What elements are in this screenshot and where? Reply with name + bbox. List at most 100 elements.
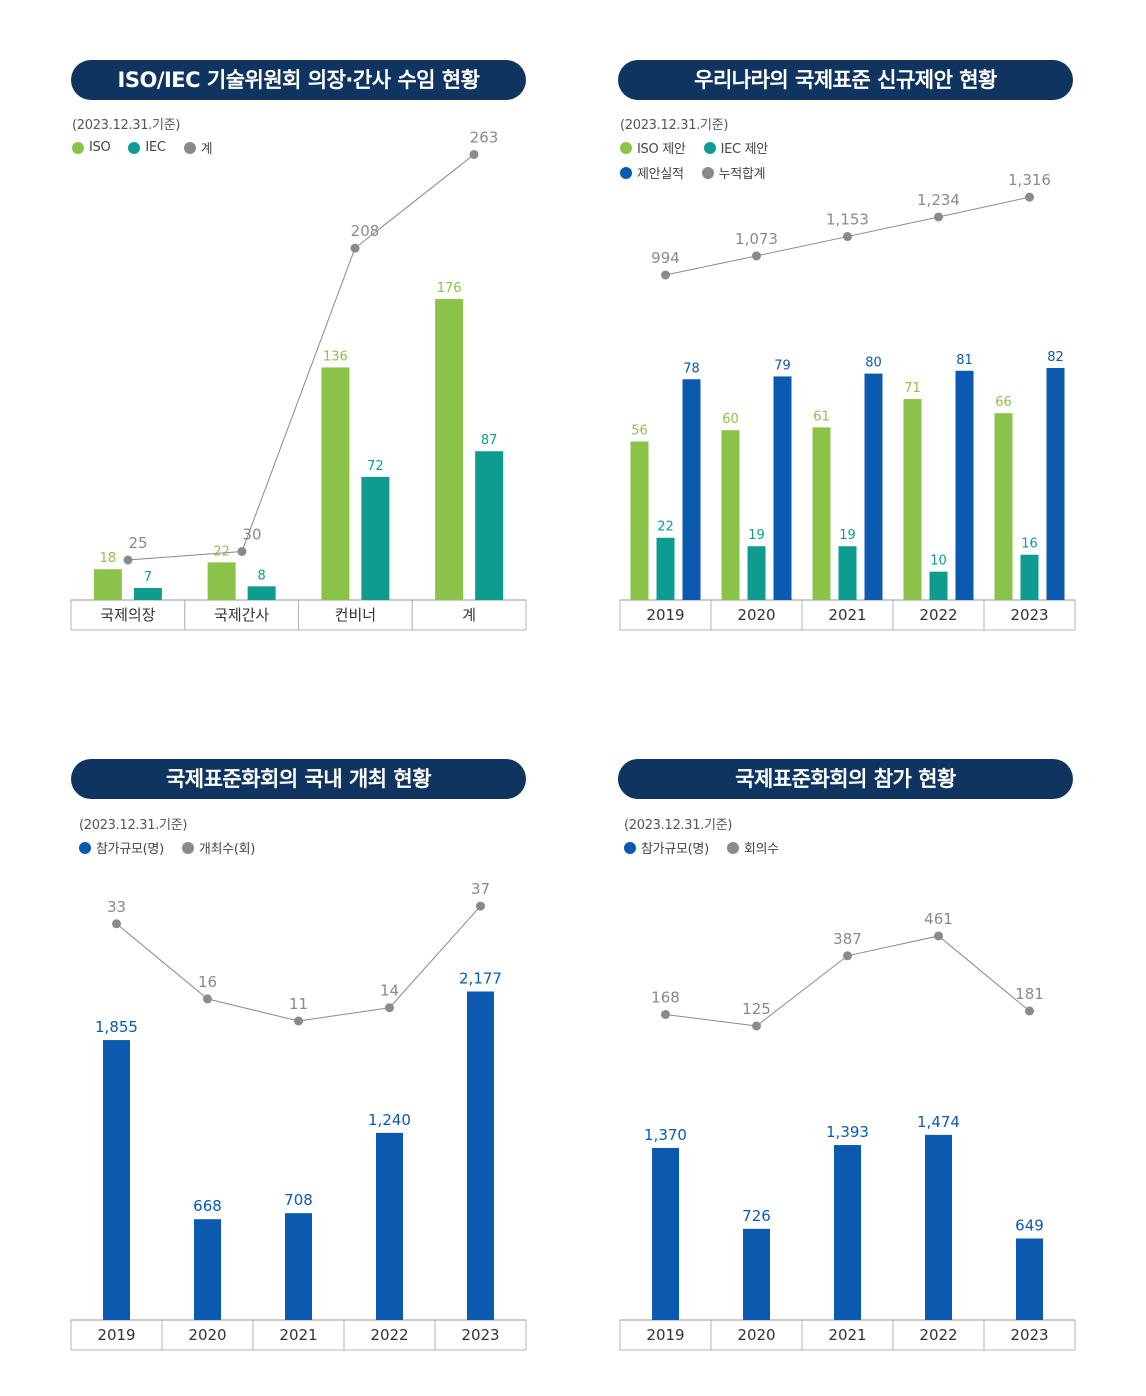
bar [955, 370, 974, 600]
line-value-label: 263 [470, 128, 499, 146]
category-cell [434, 1319, 527, 1351]
bar-value-label: 649 [1015, 1216, 1044, 1234]
category-label: 2022 [370, 1326, 408, 1344]
bar [994, 413, 1013, 600]
bar [652, 1147, 679, 1320]
line-point [350, 243, 360, 253]
category-label: 2020 [737, 1326, 775, 1344]
bar [361, 476, 390, 600]
line-point [934, 931, 943, 941]
chart-title: 우리나라의 국제표준 신규제안 현황 [618, 60, 1073, 100]
bar [376, 1132, 403, 1320]
line-value-label: 30 [242, 525, 261, 543]
legend-swatch [79, 841, 91, 854]
line-value-label: 181 [1015, 985, 1044, 1003]
line-value-label: 1,316 [1008, 171, 1051, 189]
bar [1046, 367, 1065, 600]
bar [93, 569, 122, 600]
category-label: 2023 [1010, 606, 1048, 624]
legend-swatch [624, 841, 636, 854]
bar-value-label: 708 [284, 1191, 313, 1209]
category-cell [983, 599, 1076, 631]
category-cell [710, 599, 803, 631]
bar [1016, 1238, 1043, 1320]
bar-value-label: 1,474 [917, 1113, 960, 1131]
bar [925, 1134, 952, 1320]
line-point [661, 270, 670, 280]
line-point [385, 1003, 394, 1013]
chart-title: 국제표준화회의 국내 개최 현황 [71, 759, 526, 799]
line-point [934, 212, 943, 222]
bar-value-label: 78 [683, 361, 700, 376]
legend-swatch [620, 166, 632, 179]
legend-label: IEC [145, 140, 166, 155]
legend-label: 개최수(회) [198, 842, 256, 857]
bar [467, 991, 494, 1320]
line-point [1025, 1006, 1034, 1016]
bar [656, 537, 675, 600]
legend-label: ISO [89, 140, 111, 155]
bar-value-label: 1,370 [644, 1126, 687, 1144]
bar [285, 1213, 312, 1320]
legend-swatch [128, 141, 141, 154]
chart-title: 국제표준화회의 참가 현황 [618, 759, 1073, 799]
line-point [752, 251, 761, 261]
bar [838, 546, 857, 600]
bar-value-label: 22 [657, 520, 674, 535]
line-value-label: 461 [924, 910, 953, 928]
bar-value-label: 60 [722, 412, 739, 427]
category-label: 2019 [646, 606, 684, 624]
legend-label: 계 [200, 142, 213, 157]
legend-item: 누적합계 [701, 163, 766, 182]
line-value-label: 168 [651, 988, 680, 1006]
category-label: 2023 [461, 1326, 499, 1344]
legend-label: 회의수 [743, 842, 779, 857]
category-cell [710, 1319, 803, 1351]
bar-value-label: 1,855 [95, 1018, 138, 1036]
category-label: 2021 [279, 1326, 317, 1344]
bar [812, 427, 831, 600]
line-point [237, 546, 247, 556]
line-value-label: 387 [833, 930, 862, 948]
category-label: 2021 [828, 606, 866, 624]
line-point [469, 149, 479, 159]
category-label: 2019 [97, 1326, 135, 1344]
category-cell [983, 1319, 1076, 1351]
line-series [127, 154, 475, 561]
line-value-label: 16 [198, 973, 217, 991]
bar-value-label: 726 [742, 1207, 771, 1225]
line-value-label: 11 [289, 995, 308, 1013]
category-cell [892, 1319, 985, 1351]
bar-value-label: 2,177 [459, 969, 502, 987]
legend-item: ISO [72, 138, 111, 157]
as-of-date: (2023.12.31.기준) [624, 818, 733, 833]
bar-value-label: 22 [213, 544, 230, 559]
category-cell [70, 1319, 163, 1351]
bar-value-label: 136 [323, 349, 348, 364]
bar [834, 1145, 861, 1320]
bar [207, 562, 236, 600]
category-label: 2023 [1010, 1326, 1048, 1344]
category-label: 계 [462, 606, 476, 624]
bar-value-label: 81 [956, 353, 973, 368]
line-point [112, 919, 121, 929]
bar-value-label: 71 [904, 381, 921, 396]
bar-value-label: 56 [631, 424, 648, 439]
line-point [203, 994, 212, 1004]
bar [721, 430, 740, 600]
legend-label: IEC 제안 [720, 142, 769, 157]
bar [475, 451, 504, 600]
line-value-label: 14 [380, 982, 399, 1000]
bar [773, 376, 792, 600]
legend-swatch [701, 166, 714, 179]
bar-value-label: 1,240 [368, 1111, 411, 1129]
legend-swatch [72, 141, 84, 154]
bar [864, 373, 883, 600]
line-value-label: 25 [128, 534, 147, 552]
legend-item: 개최수(회) [181, 838, 256, 857]
bar [133, 588, 162, 600]
legend-label: 참가규모(명) [96, 842, 164, 857]
legend: ISO IEC 계 [72, 138, 372, 157]
